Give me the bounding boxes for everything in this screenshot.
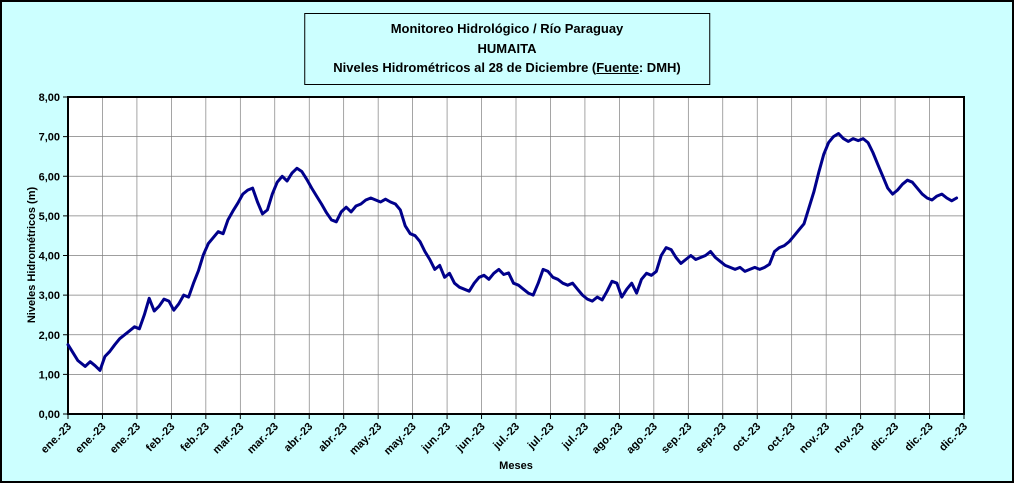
svg-text:7,00: 7,00 — [39, 132, 60, 144]
svg-text:2,00: 2,00 — [39, 330, 60, 342]
svg-text:dic.-23: dic.-23 — [903, 421, 936, 454]
svg-text:oct.-23: oct.-23 — [764, 421, 798, 455]
chart-title-line1: Monitoreo Hidrológico / Río Paraguay — [390, 21, 624, 36]
svg-text:mar.-23: mar.-23 — [245, 421, 281, 457]
svg-text:0,00: 0,00 — [39, 409, 60, 421]
svg-text:dic.-23: dic.-23 — [868, 421, 901, 454]
svg-text:mar.-23: mar.-23 — [211, 421, 247, 457]
svg-text:may.-23: may.-23 — [382, 421, 419, 458]
x-axis-title: Meses — [499, 460, 533, 472]
svg-text:6,00: 6,00 — [39, 171, 60, 183]
svg-text:nov.-23: nov.-23 — [797, 421, 832, 456]
chart-title-line3-suffix: : DMH) — [638, 60, 681, 75]
chart-title-line3-prefix: Niveles Hidrométricos al 28 de Diciembre… — [333, 60, 597, 75]
svg-text:sep.-23: sep.-23 — [694, 421, 729, 456]
svg-text:4,00: 4,00 — [39, 251, 60, 263]
svg-text:nov.-23: nov.-23 — [832, 421, 867, 456]
svg-text:feb.-23: feb.-23 — [178, 421, 212, 455]
svg-text:abr.-23: abr.-23 — [316, 421, 350, 455]
y-axis-title: Niveles Hidrométricos (m) — [26, 186, 38, 324]
svg-text:sep.-23: sep.-23 — [659, 421, 694, 456]
svg-text:jun.-23: jun.-23 — [453, 421, 487, 455]
svg-text:feb.-23: feb.-23 — [144, 421, 178, 455]
svg-text:jul.-23: jul.-23 — [559, 421, 591, 453]
svg-text:ene.-23: ene.-23 — [73, 421, 108, 456]
svg-text:dic.-23: dic.-23 — [937, 421, 970, 454]
chart-title-box: Monitoreo Hidrológico / Río Paraguay HUM… — [304, 13, 710, 85]
svg-text:oct.-23: oct.-23 — [730, 421, 764, 455]
chart-title-line2: HUMAITA — [477, 40, 537, 56]
svg-text:jul.-23: jul.-23 — [490, 421, 522, 453]
svg-text:3,00: 3,00 — [39, 290, 60, 302]
svg-text:jun.-23: jun.-23 — [419, 421, 453, 455]
svg-text:1,00: 1,00 — [39, 369, 60, 381]
svg-text:5,00: 5,00 — [39, 211, 60, 223]
svg-text:ago.-23: ago.-23 — [624, 421, 660, 457]
svg-text:jul.-23: jul.-23 — [525, 421, 557, 453]
svg-text:abr.-23: abr.-23 — [282, 421, 316, 455]
svg-text:ene.-23: ene.-23 — [108, 421, 143, 456]
svg-text:ene.-23: ene.-23 — [39, 421, 74, 456]
chart-title-line3: Niveles Hidrométricos al 28 de Diciembre… — [333, 58, 681, 78]
chart-title-line3-fuente: Fuente — [596, 60, 639, 75]
svg-text:8,00: 8,00 — [39, 92, 60, 104]
svg-text:may.-23: may.-23 — [347, 421, 384, 458]
svg-text:ago.-23: ago.-23 — [590, 421, 626, 457]
